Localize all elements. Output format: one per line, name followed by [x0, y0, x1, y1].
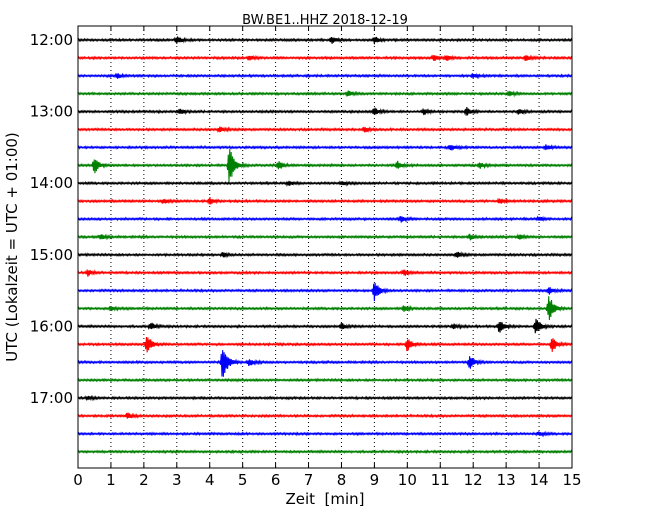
x-tick-label: 5 [238, 471, 248, 489]
x-tick-label: 7 [304, 471, 314, 489]
x-tick-label: 9 [370, 471, 380, 489]
x-tick-label: 3 [172, 471, 182, 489]
x-tick-label: 4 [205, 471, 215, 489]
x-tick-label: 14 [530, 471, 549, 489]
seismic-trace [77, 90, 573, 98]
seismic-trace [77, 296, 573, 321]
seismic-trace [77, 54, 573, 62]
seismic-trace [77, 36, 573, 45]
seismic-trace [77, 233, 573, 241]
seismic-trace [77, 336, 573, 353]
seismic-trace [77, 377, 573, 383]
seismic-trace [77, 197, 573, 205]
seismic-trace [77, 126, 573, 133]
trace-group [77, 36, 573, 455]
y-tick-label: 16:00 [30, 317, 73, 335]
y-tick-label: 14:00 [30, 174, 73, 192]
x-tick-label: 10 [398, 471, 417, 489]
seismic-trace [77, 318, 573, 334]
seismic-trace [77, 430, 573, 438]
seismic-trace [77, 449, 573, 455]
seismic-trace [77, 144, 573, 151]
seismic-trace [77, 180, 573, 187]
y-axis-label: UTC (Lokalzeit = UTC + 01:00) [3, 132, 21, 362]
x-tick-label: 2 [139, 471, 149, 489]
y-tick-label: 12:00 [30, 31, 73, 49]
chart-title: BW.BE1..HHZ 2018-12-19 [242, 13, 408, 28]
x-tick-label: 11 [431, 471, 450, 489]
seismic-trace [77, 149, 573, 182]
seismic-trace [77, 251, 573, 259]
y-axis: 12:00 13:00 14:00 15:00 16:00 17:00 [30, 31, 572, 407]
seismic-trace [77, 72, 573, 80]
y-tick-label: 17:00 [30, 389, 73, 407]
seismic-trace [77, 269, 573, 277]
y-tick-label: 13:00 [30, 103, 73, 121]
y-tick-label: 15:00 [30, 246, 73, 264]
seismic-trace [77, 394, 573, 402]
x-tick-label: 12 [464, 471, 483, 489]
x-tick-label: 1 [106, 471, 116, 489]
plot-frame [77, 25, 573, 469]
x-tick-label: 8 [337, 471, 347, 489]
x-tick-label: 0 [73, 471, 83, 489]
x-axis: 0 1 2 3 4 5 6 7 8 9 10 11 12 13 14 15 [73, 26, 582, 489]
x-tick-label: 15 [562, 471, 581, 489]
seismic-trace [77, 106, 573, 116]
x-axis-label: Zeit [min] [285, 490, 364, 508]
seismic-trace [77, 350, 573, 377]
seismic-trace [77, 282, 573, 302]
x-tick-label: 13 [497, 471, 516, 489]
vertical-grid [110, 26, 540, 468]
seismic-trace [77, 412, 573, 419]
seismic-trace [77, 215, 573, 223]
x-tick-label: 6 [271, 471, 281, 489]
